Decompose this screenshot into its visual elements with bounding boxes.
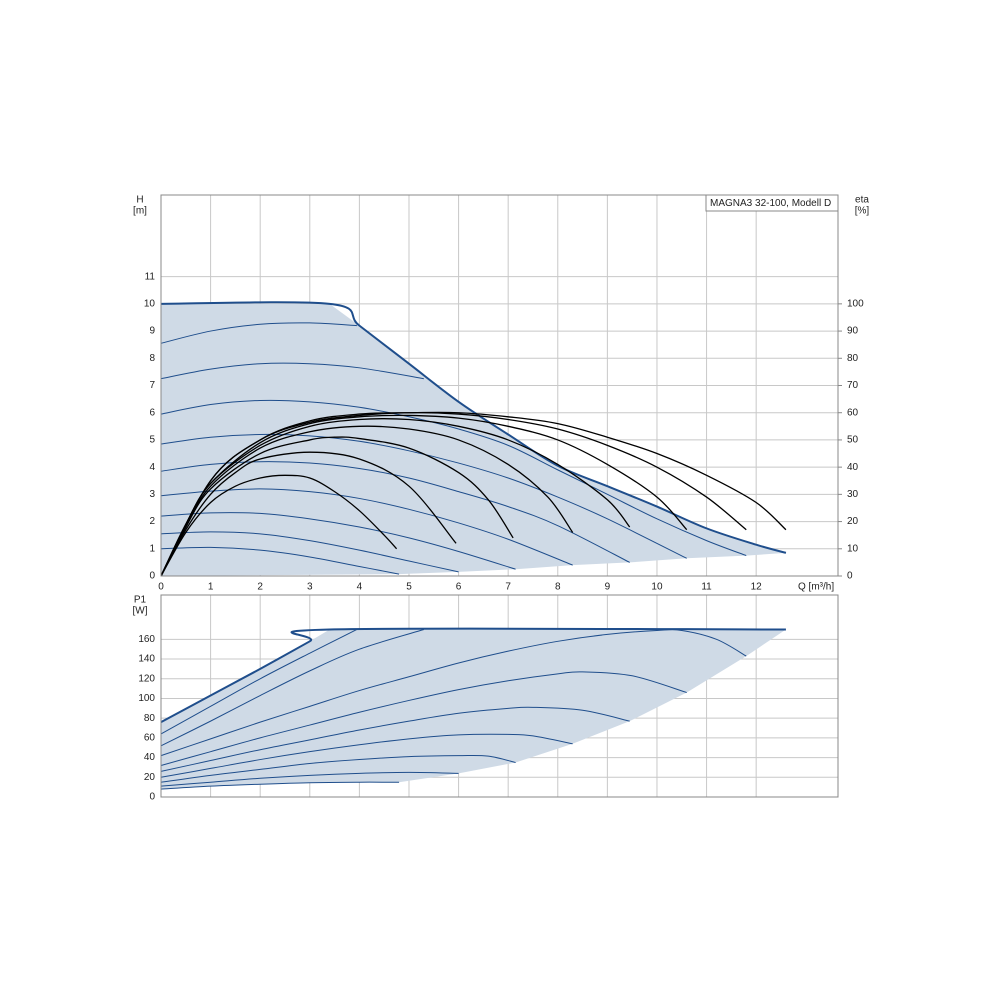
efficiency-curve	[160, 411, 787, 577]
y2-tick-label: 60	[847, 407, 859, 418]
y-tick-label: 1	[149, 543, 155, 554]
performance-curve	[160, 733, 573, 778]
plot-frame	[160, 194, 839, 577]
y2-tick-label: 90	[847, 326, 859, 337]
x-tick-label: 8	[555, 582, 561, 593]
y-tick-label: 80	[144, 713, 156, 724]
y-tick-label: 20	[144, 772, 156, 783]
performance-curve	[160, 706, 630, 772]
annotation-box	[705, 194, 839, 212]
efficiency-curve	[160, 474, 398, 577]
performance-curve	[160, 301, 787, 554]
performance-curve	[160, 629, 358, 735]
x-tick-label: 10	[651, 582, 663, 593]
plot-frame	[160, 594, 839, 798]
x-tick-label: 4	[357, 582, 363, 593]
y-axis-label: H	[136, 195, 143, 206]
performance-curve	[160, 629, 747, 757]
y-tick-label: 7	[149, 380, 155, 391]
performance-curve	[160, 629, 425, 747]
performance-curve	[160, 627, 786, 723]
x-tick-label: 12	[751, 582, 763, 593]
efficiency-curve	[160, 414, 688, 577]
operating-area	[161, 303, 786, 576]
y2-tick-label: 100	[847, 298, 864, 309]
y-tick-label: 0	[149, 792, 155, 803]
performance-curve	[160, 531, 459, 573]
performance-curve	[160, 433, 687, 559]
y-tick-label: 3	[149, 489, 155, 500]
efficiency-curve	[160, 451, 457, 577]
x-axis-label: Q [m³/h]	[798, 582, 834, 593]
y2-tick-label: 70	[847, 380, 859, 391]
y-tick-label: 4	[149, 462, 155, 473]
y2-tick-label: 30	[847, 489, 859, 500]
y-tick-label: 2	[149, 516, 155, 527]
performance-curve	[160, 512, 516, 570]
efficiency-curve	[160, 425, 574, 577]
y2-tick-label: 0	[847, 571, 853, 582]
y2-axis-label: eta	[855, 195, 869, 206]
y-tick-label: 5	[149, 435, 155, 446]
y-tick-label: 140	[138, 654, 155, 665]
annotation: MAGNA3 32-100, Modell D	[710, 198, 831, 209]
y2-tick-label: 20	[847, 516, 859, 527]
x-tick-label: 11	[701, 582, 712, 593]
y-tick-label: 9	[149, 326, 155, 337]
x-tick-label: 7	[505, 582, 511, 593]
performance-curve	[160, 781, 400, 790]
performance-curve	[160, 461, 630, 563]
performance-curve	[160, 754, 516, 783]
y-tick-label: 100	[138, 693, 155, 704]
x-tick-label: 0	[158, 582, 164, 593]
x-tick-label: 6	[456, 582, 462, 593]
y-tick-label: 6	[149, 407, 155, 418]
y-tick-label: 120	[138, 673, 155, 684]
x-tick-label: 9	[605, 582, 611, 593]
y2-tick-label: 10	[847, 543, 859, 554]
performance-curve	[160, 362, 424, 380]
performance-curve	[160, 399, 747, 557]
y-tick-label: 160	[138, 634, 155, 645]
x-tick-label: 3	[307, 582, 313, 593]
performance-curve	[160, 671, 687, 766]
y-tick-label: 40	[144, 752, 156, 763]
operating-area	[161, 629, 786, 790]
y2-axis-unit: [%]	[855, 206, 870, 217]
performance-curve	[160, 322, 357, 344]
y-tick-label: 8	[149, 353, 155, 364]
x-tick-label: 2	[257, 582, 263, 593]
y-axis-label: P1	[134, 595, 147, 606]
x-tick-label: 1	[208, 582, 214, 593]
performance-curve	[160, 546, 400, 575]
y-tick-label: 11	[145, 271, 156, 282]
y-axis-unit: [m]	[133, 206, 147, 217]
y2-tick-label: 80	[847, 353, 859, 364]
y-tick-label: 60	[144, 733, 156, 744]
y-tick-label: 10	[144, 298, 156, 309]
y-axis-unit: [W]	[133, 606, 148, 617]
performance-curve	[160, 771, 459, 787]
y2-tick-label: 40	[847, 462, 859, 473]
y-tick-label: 0	[149, 571, 155, 582]
performance-curve	[160, 488, 573, 566]
x-tick-label: 5	[406, 582, 412, 593]
efficiency-curve	[160, 436, 514, 577]
y2-tick-label: 50	[847, 435, 859, 446]
